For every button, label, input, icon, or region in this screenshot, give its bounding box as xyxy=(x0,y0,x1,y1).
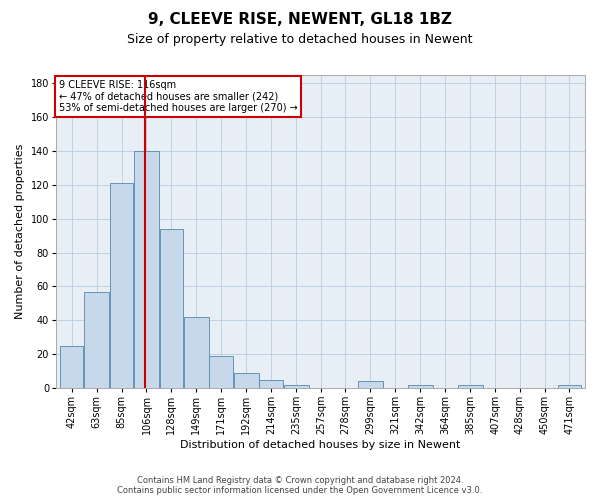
Text: 9 CLEEVE RISE: 116sqm
← 47% of detached houses are smaller (242)
53% of semi-det: 9 CLEEVE RISE: 116sqm ← 47% of detached … xyxy=(59,80,298,113)
Text: 9, CLEEVE RISE, NEWENT, GL18 1BZ: 9, CLEEVE RISE, NEWENT, GL18 1BZ xyxy=(148,12,452,28)
Y-axis label: Number of detached properties: Number of detached properties xyxy=(15,144,25,319)
Bar xyxy=(259,380,283,388)
Bar xyxy=(60,346,83,388)
Bar xyxy=(184,317,209,388)
Text: Contains HM Land Registry data © Crown copyright and database right 2024.
Contai: Contains HM Land Registry data © Crown c… xyxy=(118,476,482,495)
Bar xyxy=(209,356,233,388)
Bar xyxy=(284,384,308,388)
Bar xyxy=(458,384,482,388)
Bar xyxy=(84,292,109,388)
Bar xyxy=(160,229,183,388)
Bar xyxy=(110,184,133,388)
X-axis label: Distribution of detached houses by size in Newent: Distribution of detached houses by size … xyxy=(181,440,461,450)
Bar xyxy=(557,384,581,388)
Text: Size of property relative to detached houses in Newent: Size of property relative to detached ho… xyxy=(127,32,473,46)
Bar xyxy=(134,151,159,388)
Bar xyxy=(358,381,383,388)
Bar xyxy=(408,384,433,388)
Bar xyxy=(234,373,259,388)
